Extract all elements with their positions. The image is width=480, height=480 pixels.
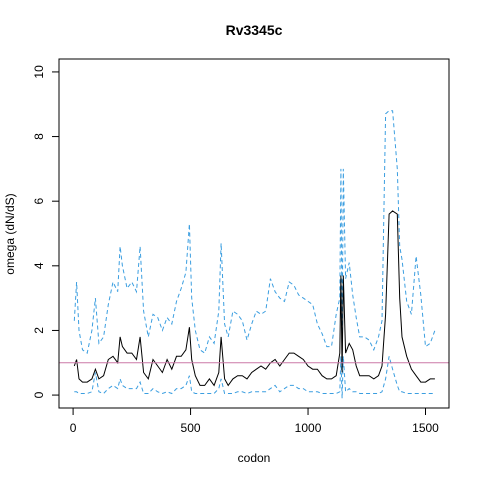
x-tick-label: 500 xyxy=(181,421,201,435)
series-line-estimate xyxy=(73,210,435,387)
y-tick-label: 8 xyxy=(32,133,46,140)
plot-area-frame xyxy=(58,58,450,409)
x-axis: 0 500 1000 1500 xyxy=(70,407,439,435)
y-axis-label: omega (dN/dS) xyxy=(3,193,17,274)
series-line-upper-bound xyxy=(73,110,436,354)
x-tick-label: 1000 xyxy=(295,421,322,435)
y-axis: 0 2 4 6 8 10 xyxy=(32,65,60,398)
y-tick-label: 2 xyxy=(32,327,46,334)
series-line-lower-bound xyxy=(74,356,435,399)
y-tick-label: 4 xyxy=(32,262,46,269)
x-tick-label: 1500 xyxy=(412,421,439,435)
series-layer xyxy=(73,110,436,399)
y-tick-label: 0 xyxy=(32,391,46,398)
x-axis-label: codon xyxy=(238,451,271,465)
chart-title: Rv3345c xyxy=(226,22,283,38)
y-tick-label: 6 xyxy=(32,198,46,205)
y-tick-label: 10 xyxy=(32,65,46,79)
x-tick-label: 0 xyxy=(70,421,77,435)
